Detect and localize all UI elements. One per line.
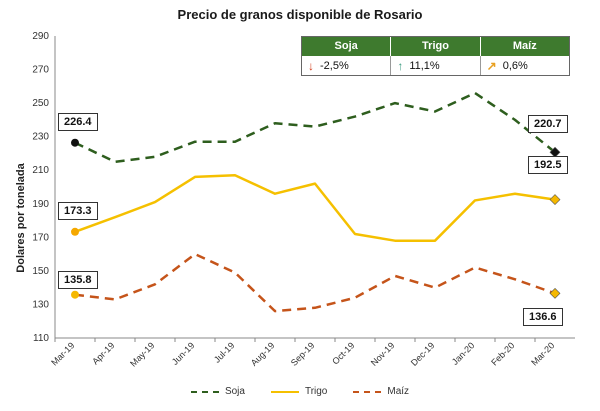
summary-cell-soja: ↓ -2,5% (302, 56, 392, 75)
legend-label-trigo: Trigo (304, 386, 328, 397)
x-tick-label: Jul-19 (212, 340, 236, 364)
marker-maiz-start (71, 290, 79, 299)
legend-item-trigo: Trigo (270, 386, 328, 397)
y-tick-label: 190 (32, 199, 49, 210)
callout-soja-end: 220.7 (528, 115, 568, 133)
y-tick-label: 290 (32, 31, 49, 42)
callout-trigo-end: 192.5 (528, 156, 568, 174)
y-tick-label: 230 (32, 132, 49, 143)
x-tick-label: Sep-19 (289, 340, 317, 368)
x-tick-label: Jan-20 (450, 340, 477, 367)
x-tick-label: Feb-20 (489, 340, 516, 367)
legend-label-soja: Soja (224, 386, 245, 397)
y-tick-label: 110 (33, 333, 49, 344)
summary-header-maiz: Maíz (480, 37, 569, 56)
chart-axes (54, 36, 575, 339)
summary-cell-maiz: ↗ 0,6% (481, 56, 569, 75)
y-tick-label: 250 (32, 98, 49, 109)
arrow-up-icon: ↑ (397, 58, 404, 73)
marker-soja-start (71, 138, 79, 147)
summary-header-trigo: Trigo (391, 37, 481, 56)
y-tick-label: 210 (32, 165, 49, 176)
callout-trigo-start: 173.3 (58, 202, 98, 220)
summary-change-trigo: 11,1% (409, 59, 440, 72)
legend-label-maiz: Maíz (387, 386, 410, 397)
legend-item-soja: Soja (190, 386, 245, 397)
y-tick-label: 150 (32, 266, 49, 277)
arrow-up-right-icon: ↗ (486, 58, 497, 73)
marker-trigo-start (71, 227, 79, 236)
legend-swatch-maiz (353, 390, 382, 393)
x-tick-label: Nov-19 (369, 340, 397, 368)
change-summary-table: Soja Trigo Maíz ↓ -2,5% ↑ 11,1% ↗ 0,6% (301, 36, 570, 76)
summary-cell-trigo: ↑ 11,1% (391, 56, 481, 75)
legend-swatch-trigo (270, 390, 299, 393)
chart-markers (71, 138, 561, 299)
x-tick-label: Mar-20 (529, 340, 556, 367)
x-tick-label: May-19 (128, 340, 156, 368)
x-tick-label: Dec-19 (409, 340, 437, 368)
callout-maiz-end: 136.6 (523, 308, 563, 326)
x-tick-label: Jun-19 (170, 340, 197, 367)
x-tick-label: Oct-19 (330, 340, 356, 366)
series-line-0 (74, 91, 556, 164)
callout-maiz-start: 135.8 (58, 271, 98, 289)
summary-change-maiz: 0,6% (502, 59, 528, 72)
chart-legend: Soja Trigo Maíz (0, 386, 600, 397)
y-tick-label: 170 (32, 232, 49, 243)
y-tick-label: 270 (32, 65, 49, 76)
summary-change-soja: -2,5% (320, 59, 349, 72)
chart-title: Precio de granos disponible de Rosario (177, 7, 423, 22)
callout-soja-start: 226.4 (58, 113, 98, 131)
y-tick-label: 130 (32, 299, 49, 310)
legend-item-maiz: Maíz (353, 386, 409, 397)
series-line-1 (74, 174, 556, 242)
marker-maiz-end (549, 287, 561, 299)
arrow-down-icon: ↓ (308, 58, 314, 73)
marker-trigo-end (549, 194, 561, 206)
x-tick-label: Apr-19 (90, 340, 116, 366)
chart-series (74, 91, 556, 313)
y-axis-label: Dolares por tonelada (15, 162, 27, 272)
summary-header-soja: Soja (302, 37, 392, 56)
x-tick-label: Aug-19 (249, 340, 277, 368)
legend-swatch-soja (190, 390, 219, 393)
x-tick-label: Mar-19 (49, 340, 76, 367)
series-line-2 (74, 252, 556, 313)
